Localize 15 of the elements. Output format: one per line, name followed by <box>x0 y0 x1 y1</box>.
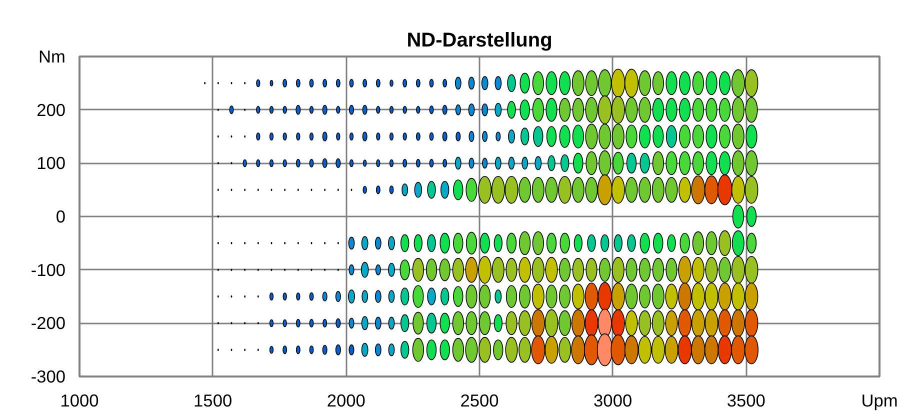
y-tick-label: -300 <box>30 366 66 386</box>
x-tick-label: 1000 <box>60 390 99 410</box>
y-tick-label: 200 <box>36 100 66 120</box>
y-tick-label: 0 <box>56 206 66 226</box>
x-tick-label: 1500 <box>194 390 232 410</box>
y-tick-label: -200 <box>30 313 66 334</box>
y-tick-label: 100 <box>36 153 66 174</box>
x-tick-label: 2000 <box>326 390 366 410</box>
x-tick-label: 3500 <box>726 390 766 410</box>
x-tick-label: 2500 <box>460 390 499 410</box>
chart-title: ND-Darstellung <box>406 30 552 52</box>
y-tick-label: Nm <box>38 46 66 66</box>
y-tick-label: -100 <box>30 260 66 280</box>
x-tick-label: 3000 <box>594 390 632 410</box>
x-tick-label: Upm <box>861 390 898 410</box>
